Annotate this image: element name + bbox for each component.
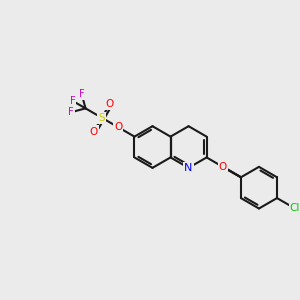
Text: F: F xyxy=(68,107,74,117)
Text: O: O xyxy=(114,122,122,132)
Text: O: O xyxy=(106,99,114,109)
Text: N: N xyxy=(184,163,193,173)
Text: F: F xyxy=(70,96,76,106)
Text: Cl: Cl xyxy=(290,203,300,214)
Text: O: O xyxy=(219,162,227,172)
Text: S: S xyxy=(98,113,105,123)
Text: F: F xyxy=(79,89,85,99)
Text: O: O xyxy=(90,127,98,136)
